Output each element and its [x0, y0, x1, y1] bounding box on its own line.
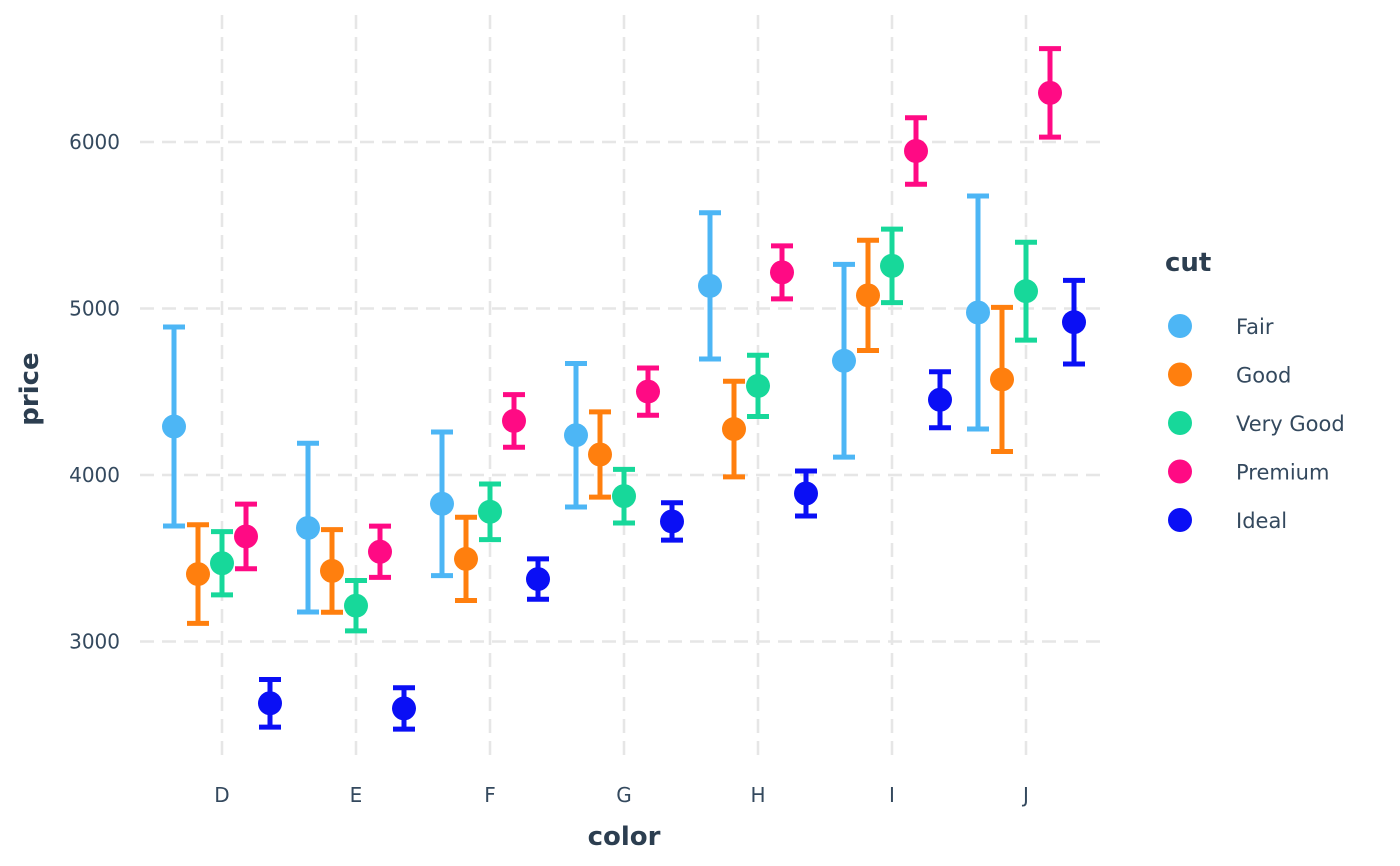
y-tick-label: 3000 — [69, 630, 120, 654]
data-point — [588, 442, 612, 467]
legend-label: Ideal — [1236, 509, 1287, 533]
x-axis-title: color — [588, 822, 661, 852]
data-point — [904, 138, 928, 163]
legend-title: cut — [1165, 248, 1211, 278]
data-point — [210, 551, 234, 576]
data-point — [990, 367, 1014, 392]
legend-label: Premium — [1236, 461, 1329, 485]
plot-panel — [162, 46, 1086, 732]
x-tick-label: J — [1021, 783, 1029, 807]
data-point — [234, 524, 258, 549]
data-point — [478, 499, 502, 524]
legend-key — [1168, 362, 1192, 387]
series-fair — [162, 193, 990, 615]
legend-key — [1168, 508, 1192, 532]
legend-key — [1168, 459, 1192, 484]
data-point — [660, 509, 684, 534]
x-tick-label: I — [889, 783, 895, 807]
data-point — [880, 253, 904, 278]
legend-item: Premium — [1168, 459, 1329, 485]
legend-item: Fair — [1168, 314, 1274, 339]
data-point — [928, 387, 952, 412]
data-point — [770, 260, 794, 285]
data-point — [746, 373, 770, 398]
y-tick-label: 4000 — [69, 463, 120, 487]
data-point — [636, 379, 660, 404]
y-axis-tick-labels: 3000 4000 5000 6000 — [69, 130, 120, 654]
data-point — [722, 417, 746, 442]
x-tick-label: D — [214, 783, 229, 807]
data-point — [344, 593, 368, 618]
y-axis-title: price — [15, 352, 45, 425]
data-point — [612, 484, 636, 509]
x-tick-label: E — [350, 783, 363, 807]
data-point — [502, 408, 526, 433]
series-good — [186, 237, 1014, 626]
data-point — [162, 414, 186, 439]
data-point — [454, 546, 478, 571]
legend-item: Good — [1168, 362, 1291, 388]
data-point — [1038, 80, 1062, 105]
series-very-good — [210, 226, 1038, 634]
data-point — [1014, 279, 1038, 304]
series-premium — [234, 46, 1062, 580]
data-point — [966, 300, 990, 325]
data-point — [794, 481, 818, 506]
series-ideal — [258, 277, 1086, 732]
legend: cut Fair Good Very Good Premium Ideal — [1165, 248, 1345, 533]
legend-key — [1168, 314, 1192, 338]
legend-item: Very Good — [1168, 411, 1345, 436]
data-point — [392, 696, 416, 721]
grid-lines — [140, 15, 1100, 760]
data-point — [368, 539, 392, 564]
data-point — [320, 558, 344, 583]
data-point — [832, 348, 856, 373]
x-axis-tick-labels: D E F G H I J — [214, 783, 1029, 807]
x-tick-label: F — [484, 783, 496, 807]
data-point — [856, 283, 880, 308]
data-point — [526, 567, 550, 592]
data-point — [1062, 310, 1086, 335]
legend-item: Ideal — [1168, 508, 1287, 533]
x-tick-label: G — [616, 783, 632, 807]
y-tick-label: 5000 — [69, 297, 120, 321]
data-point — [186, 562, 210, 587]
legend-label: Fair — [1236, 315, 1274, 339]
legend-label: Good — [1236, 364, 1291, 388]
data-point — [564, 423, 588, 448]
data-point — [430, 491, 454, 516]
y-tick-label: 6000 — [69, 130, 120, 154]
data-point — [258, 691, 282, 716]
data-point — [296, 515, 320, 540]
legend-key — [1168, 411, 1192, 435]
legend-label: Very Good — [1236, 412, 1345, 436]
data-point — [698, 273, 722, 298]
x-tick-label: H — [750, 783, 765, 807]
